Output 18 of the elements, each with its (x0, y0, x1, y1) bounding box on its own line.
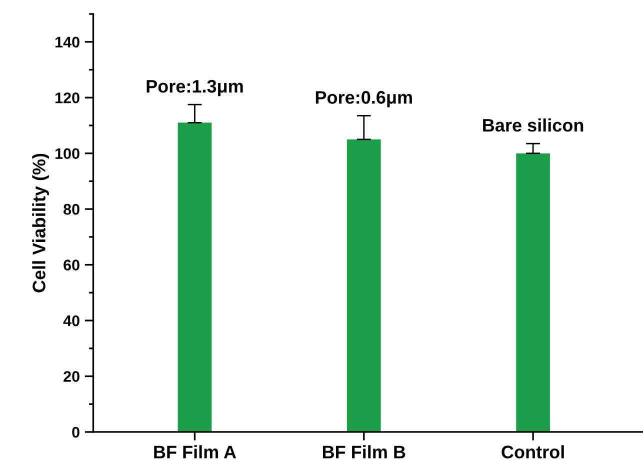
bar (178, 122, 212, 432)
annotation: Pore:1.3μm (146, 80, 243, 96)
y-tick-label: 140 (56, 36, 80, 48)
x-tick-label: BF Film A (154, 445, 236, 458)
y-tick-label: 120 (56, 92, 80, 104)
y-tick-label: 80 (64, 204, 80, 215)
annotation: Bare silicon (483, 118, 584, 132)
bar (346, 139, 381, 432)
y-axis-title: Cell Viability (%) (32, 154, 49, 292)
bar (516, 153, 550, 432)
y-tick-label: 20 (64, 371, 80, 382)
y-tick-label: 100 (56, 148, 80, 160)
y-tick-label: 0 (72, 426, 80, 438)
x-tick-label: BF Film B (322, 445, 406, 458)
y-tick-label: 60 (64, 260, 80, 270)
y-tick-label: 40 (63, 315, 80, 326)
x-tick-label: Control (502, 445, 564, 458)
annotation: Pore:0.6μm (316, 91, 412, 108)
